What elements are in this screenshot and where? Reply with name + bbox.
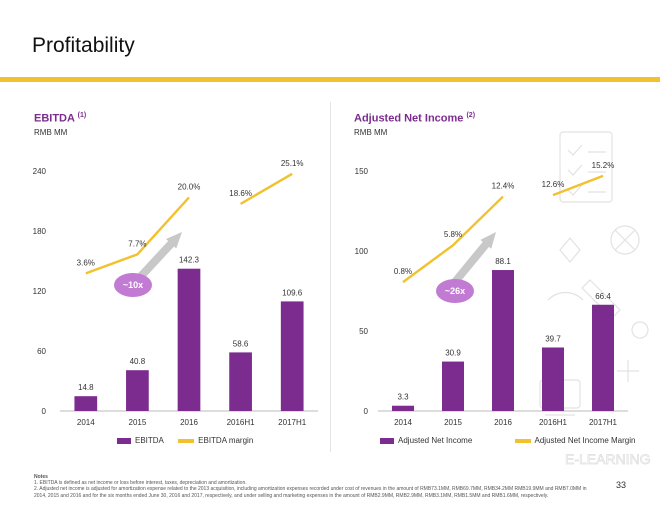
x-tick-label: 2016H1 [227,418,256,427]
margin-value-label: 3.6% [77,258,95,267]
x-tick-label: 2017H1 [589,418,618,427]
background-e-learning-text: E-LEARNING [565,451,651,467]
bar-value-label: 88.1 [495,257,511,266]
legend-item-ebitda-margin: EBITDA margin [178,436,253,445]
growth-callout-bubble [114,273,152,297]
legend-item-adjusted-net-income: Adjusted Net Income [380,436,472,445]
bar-value-label: 40.8 [130,357,146,366]
legend-item-adjusted-net-income-margin: Adjusted Net Income Margin [514,436,636,445]
bar [177,268,201,411]
y-tick-label: 60 [37,347,46,356]
y-tick-label: 180 [33,227,47,236]
legend-swatch-line [514,438,531,443]
y-tick-label: 150 [355,167,369,176]
y-tick-label: 120 [33,287,47,296]
legend-item-ebitda: EBITDA [117,436,164,445]
adjusted-net-income-title-text: Adjusted Net Income [354,112,464,125]
margin-value-label: 5.8% [444,230,462,239]
ebitda-title-footnote: (1) [77,112,87,119]
adjusted-net-income-title-footnote: (2) [466,112,476,119]
bar [542,347,564,411]
margin-line [239,172,293,205]
bar-value-label: 30.9 [445,349,461,358]
bar [229,352,252,411]
page-number: 33 [616,480,627,490]
note-item-2: 2. Adjusted net income is adjusted for a… [34,486,587,499]
margin-value-label: 0.8% [394,267,412,276]
bar-value-label: 58.6 [233,339,249,348]
bar [492,270,514,411]
y-tick-label: 0 [42,407,47,416]
legend-label: Adjusted Net Income Margin [534,436,636,445]
page-title: Profitability [32,34,135,57]
growth-callout-bubble [436,279,474,303]
margin-value-label: 25.1% [281,159,304,168]
legend-swatch-line [178,438,195,443]
x-tick-label: 2016 [180,418,198,427]
bar [280,301,304,411]
legend-swatch-bar [117,437,131,444]
y-tick-label: 100 [355,247,369,256]
bar-value-label: 142.3 [179,256,200,265]
ebitda-chart-title: EBITDA (1) [34,112,86,125]
y-tick-label: 50 [359,327,368,336]
ebitda-unit-label: RMB MM [34,128,68,137]
margin-value-label: 12.4% [492,182,515,191]
x-tick-label: 2015 [129,418,147,427]
x-tick-label: 2014 [77,418,95,427]
ebitda-legend: EBITDA EBITDA margin [117,436,265,445]
panel-divider [330,102,331,452]
legend-label: EBITDA margin [198,436,254,445]
margin-value-label: 15.2% [592,161,615,170]
margin-value-label: 12.6% [542,180,565,189]
title-underline-bar [0,77,660,82]
growth-arrow [446,232,496,291]
growth-callout-label: ~26x [445,286,465,296]
ebitda-title-text: EBITDA [34,112,75,125]
notes-heading: Notes [34,474,48,480]
bar-value-label: 39.7 [545,334,561,343]
bar-value-label: 109.6 [282,288,303,297]
legend-label: EBITDA [135,436,164,445]
note-item-1: 1. EBITDA is defined as net income or lo… [34,480,247,487]
margin-value-label: 18.6% [229,189,252,198]
bar-value-label: 14.8 [78,383,94,392]
legend-label: Adjusted Net Income [398,436,473,445]
bar [592,304,614,411]
margin-value-label: 20.0% [178,182,201,191]
y-tick-label: 240 [33,167,47,176]
x-tick-label: 2015 [444,418,462,427]
x-tick-label: 2017H1 [278,418,307,427]
margin-line [552,174,604,197]
margin-value-label: 7.7% [128,239,146,248]
bar [126,370,149,411]
adjusted-net-income-chart-title: Adjusted Net Income (2) [354,112,475,125]
bar [392,405,414,411]
x-tick-label: 2016H1 [539,418,568,427]
x-tick-label: 2014 [394,418,412,427]
growth-callout-label: ~10x [123,280,143,290]
y-tick-label: 0 [364,407,369,416]
bar [74,396,98,411]
bar-value-label: 3.3 [397,393,409,402]
legend-swatch-bar [380,437,394,444]
bar-value-label: 66.4 [595,292,611,301]
adjusted-net-income-legend: Adjusted Net Income Adjusted Net Income … [380,436,647,445]
margin-line [85,196,190,275]
adjusted-net-income-unit-label: RMB MM [354,128,388,137]
x-tick-label: 2016 [494,418,512,427]
footnotes: Notes 1. EBITDA is defined as net income… [34,474,594,499]
margin-line [402,195,504,284]
bar [442,361,464,411]
